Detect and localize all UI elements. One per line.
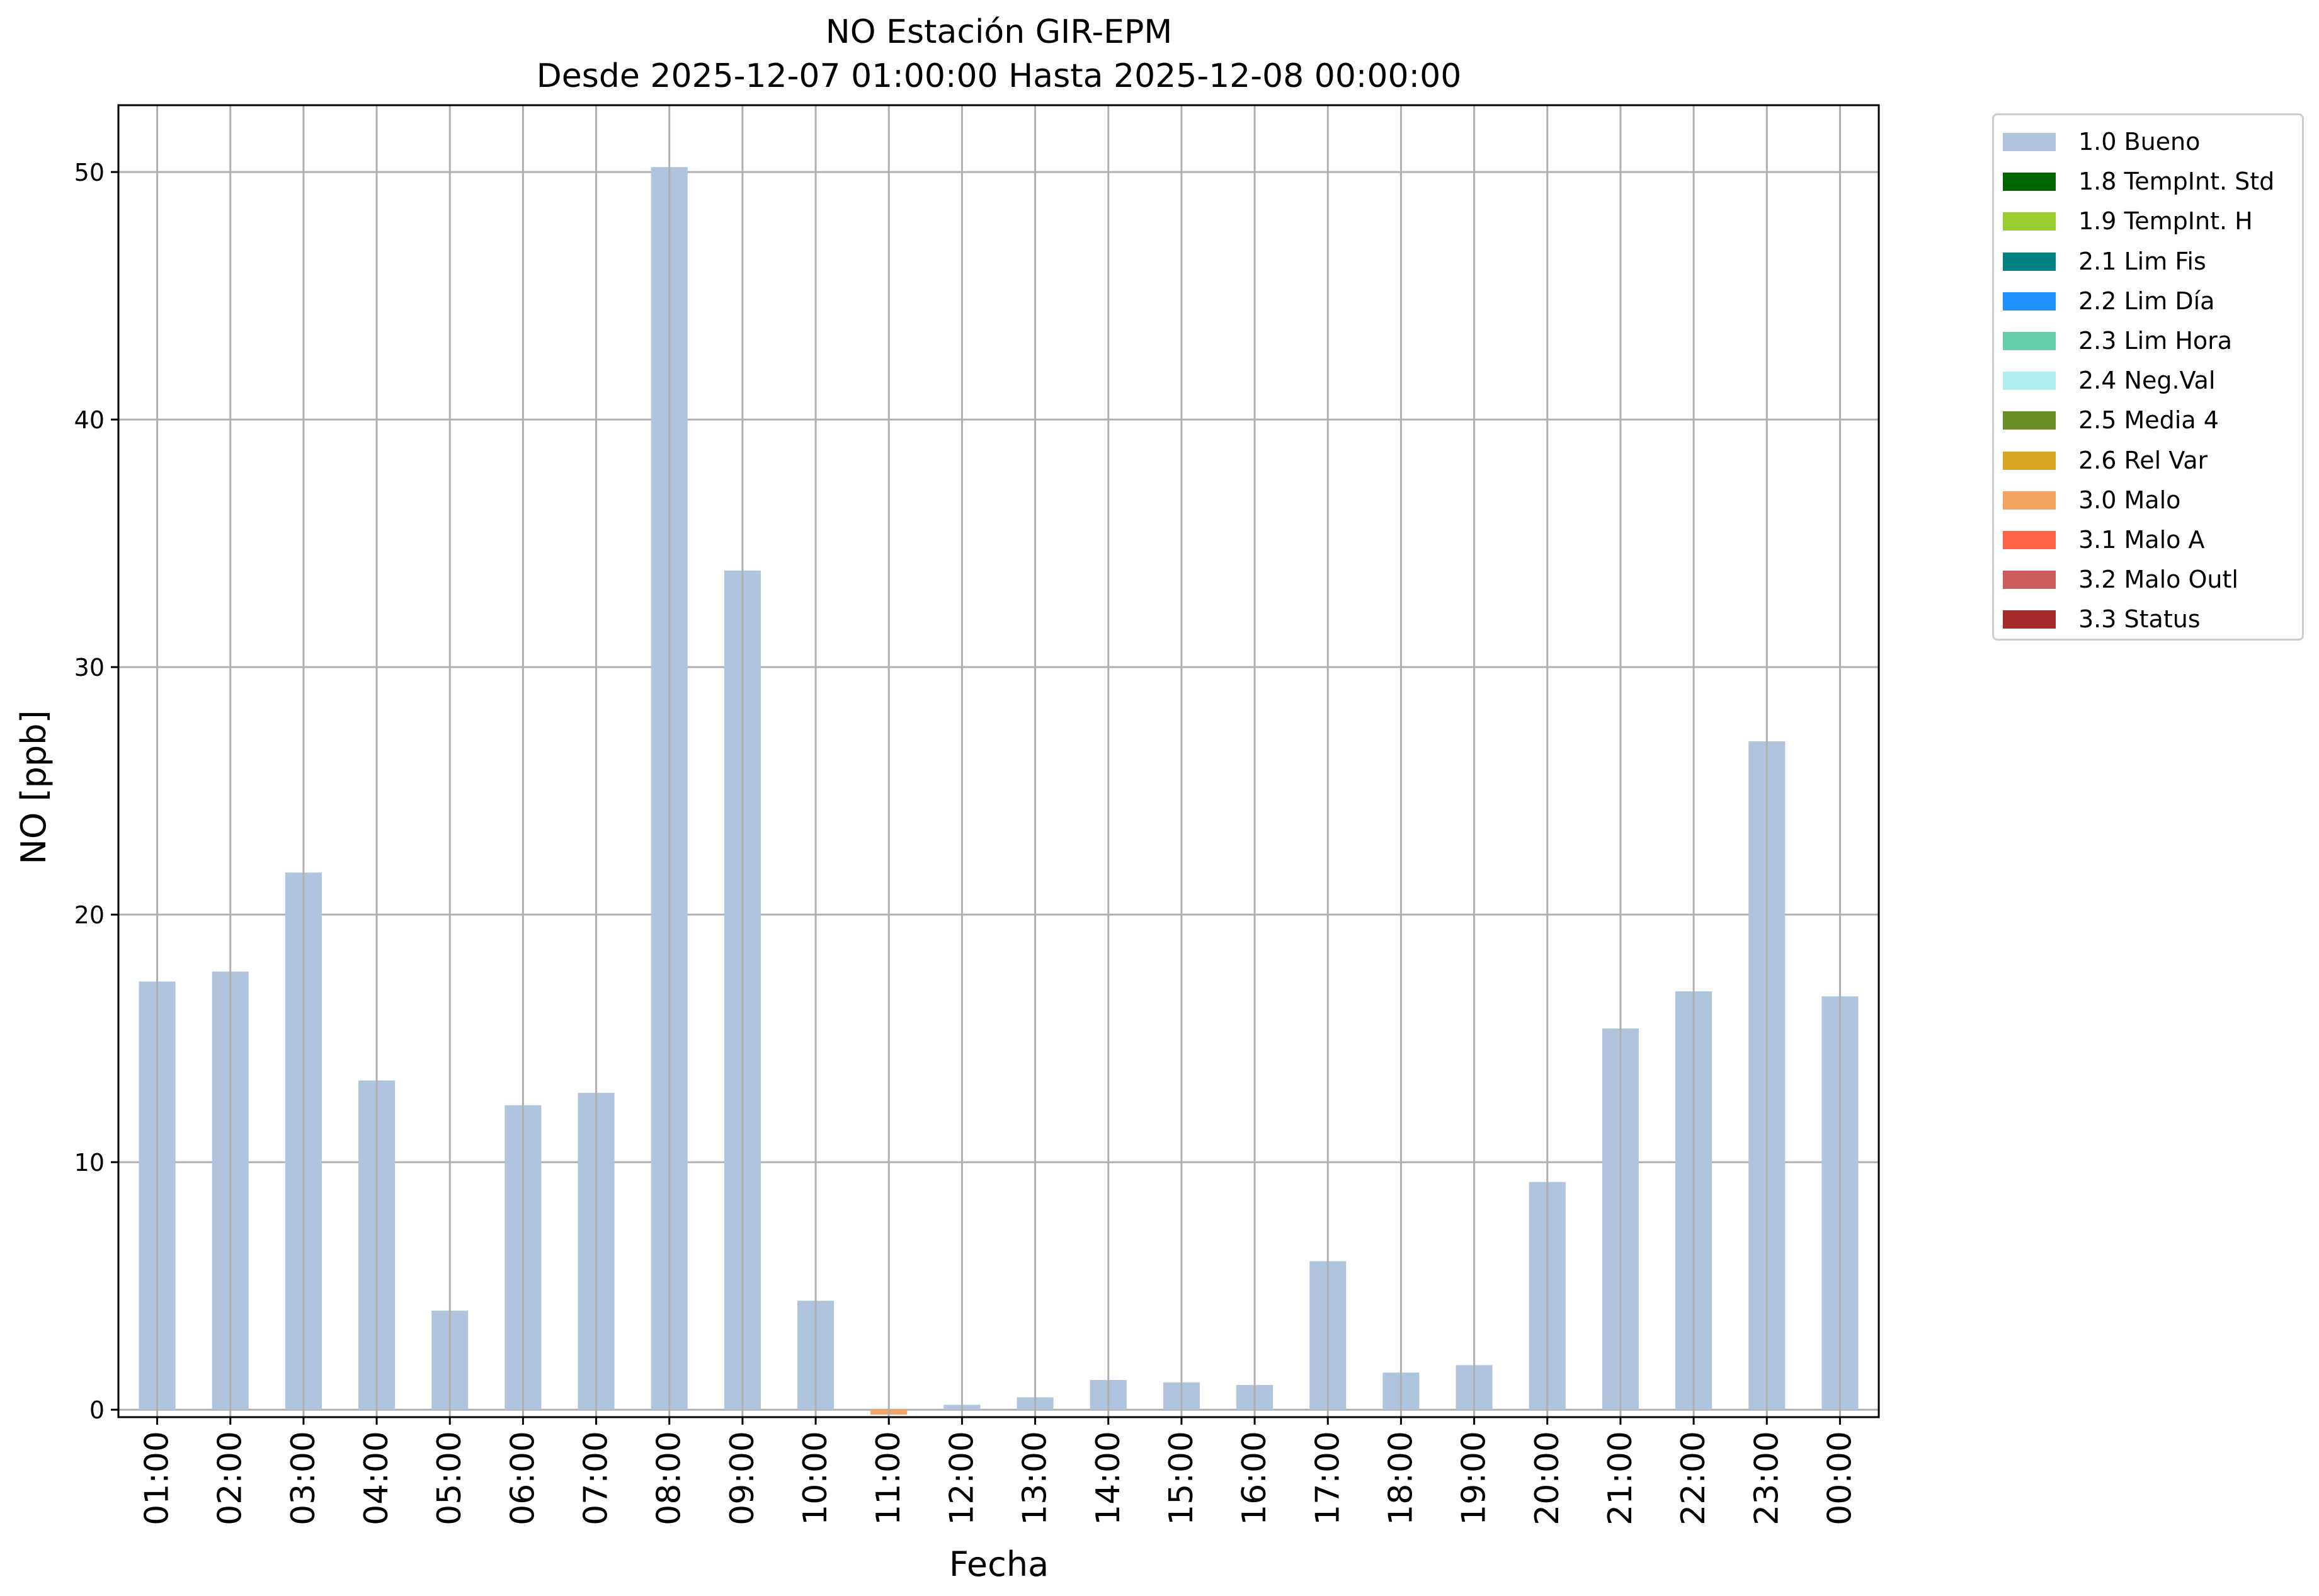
vertical-grid-lines [156,105,1841,1417]
legend-swatch [2003,491,2056,510]
x-tick-label: 18:00 [1382,1431,1420,1525]
x-tick-label: 04:00 [358,1431,396,1525]
legend-swatch [2003,212,2056,231]
legend-item: 2.1 Lim Fis [2003,247,2299,275]
legend-item: 1.9 TempInt. H [2003,207,2299,236]
legend-swatch [2003,173,2056,191]
legend-item: 1.8 TempInt. Std [2003,168,2299,196]
x-tick-label: 19:00 [1456,1431,1493,1525]
y-axis-ticks: 0 10 20 30 40 50 [74,159,118,1424]
x-tick-label: 07:00 [578,1431,615,1525]
legend-item: 2.4 Neg.Val [2003,367,2299,395]
legend-label: 3.0 Malo [2078,486,2181,514]
x-tick-label: 17:00 [1309,1431,1347,1525]
legend-label: 2.2 Lim Día [2078,287,2215,315]
legend-label: 1.8 TempInt. Std [2078,168,2275,196]
legend-label: 3.1 Malo A [2078,526,2205,554]
legend-item: 2.5 Media 4 [2003,406,2299,435]
legend-item: 2.6 Rel Var [2003,446,2299,474]
x-tick-label: 22:00 [1675,1431,1712,1525]
legend-item: 2.3 Lim Hora [2003,327,2299,355]
legend-swatch [2003,571,2056,590]
legend-item: 2.2 Lim Día [2003,287,2299,315]
legend-label: 2.4 Neg.Val [2078,367,2216,395]
x-tick-label: 15:00 [1163,1431,1200,1525]
legend-label: 1.0 Bueno [2078,128,2201,156]
legend-swatch [2003,252,2056,271]
chart-subtitle: Desde 2025-12-07 01:00:00 Hasta 2025-12-… [537,57,1462,95]
legend-item: 3.0 Malo [2003,486,2299,514]
x-tick-label: 10:00 [797,1431,835,1525]
legend-swatch [2003,372,2056,390]
x-tick-label: 14:00 [1090,1431,1127,1525]
x-tick-label: 05:00 [431,1431,469,1525]
y-tick-label: 0 [89,1396,105,1424]
plot-frame [117,104,1880,1418]
y-axis-label: NO [ppb] [14,710,54,864]
legend-label: 2.6 Rel Var [2078,446,2208,474]
y-tick-label: 40 [74,406,105,434]
y-tick-label: 10 [74,1149,105,1177]
legend-swatch [2003,610,2056,629]
chart-title: NO Estación GIR-EPM [826,13,1172,51]
x-tick-label: 21:00 [1602,1431,1639,1525]
legend-label: 1.9 TempInt. H [2078,207,2253,236]
legend-swatch [2003,411,2056,430]
x-tick-label: 02:00 [212,1431,249,1525]
y-tick-label: 50 [74,159,105,186]
x-tick-label: 01:00 [139,1431,176,1525]
legend-swatch [2003,292,2056,311]
x-axis-label: Fecha [949,1544,1049,1584]
x-tick-label: 11:00 [870,1431,908,1525]
x-tick-label: 23:00 [1748,1431,1786,1525]
legend-label: 3.2 Malo Outl [2078,566,2238,594]
legend-swatch [2003,133,2056,151]
legend-label: 3.3 Status [2078,605,2201,634]
legend-label: 2.3 Lim Hora [2078,327,2233,355]
x-axis-ticks: 01:00 02:00 03:00 04:00 05:00 06:00 07:00 08:00… [139,1417,1859,1525]
legend: 1.0 Bueno 1.8 TempInt. Std 1.9 TempInt. H 2… [1992,113,2304,641]
legend-label: 2.5 Media 4 [2078,406,2219,435]
legend-item: 3.2 Malo Outl [2003,566,2299,594]
legend-swatch [2003,451,2056,470]
x-tick-label: 20:00 [1529,1431,1566,1525]
x-tick-label: 16:00 [1236,1431,1273,1525]
x-tick-label: 08:00 [651,1431,688,1525]
x-tick-label: 06:00 [504,1431,542,1525]
x-tick-label: 00:00 [1821,1431,1859,1525]
y-tick-label: 20 [74,901,105,929]
bars-group [139,167,1859,1415]
x-tick-label: 13:00 [1017,1431,1054,1525]
legend-item: 3.3 Status [2003,605,2299,634]
legend-swatch [2003,332,2056,350]
x-tick-label: 09:00 [724,1431,761,1525]
y-tick-label: 30 [74,654,105,681]
x-tick-label: 12:00 [943,1431,981,1525]
legend-swatch [2003,531,2056,549]
x-tick-label: 03:00 [285,1431,322,1525]
grid-lines [118,171,1879,1411]
legend-label: 2.1 Lim Fis [2078,247,2206,275]
legend-item: 3.1 Malo A [2003,526,2299,554]
legend-item: 1.0 Bueno [2003,128,2299,156]
